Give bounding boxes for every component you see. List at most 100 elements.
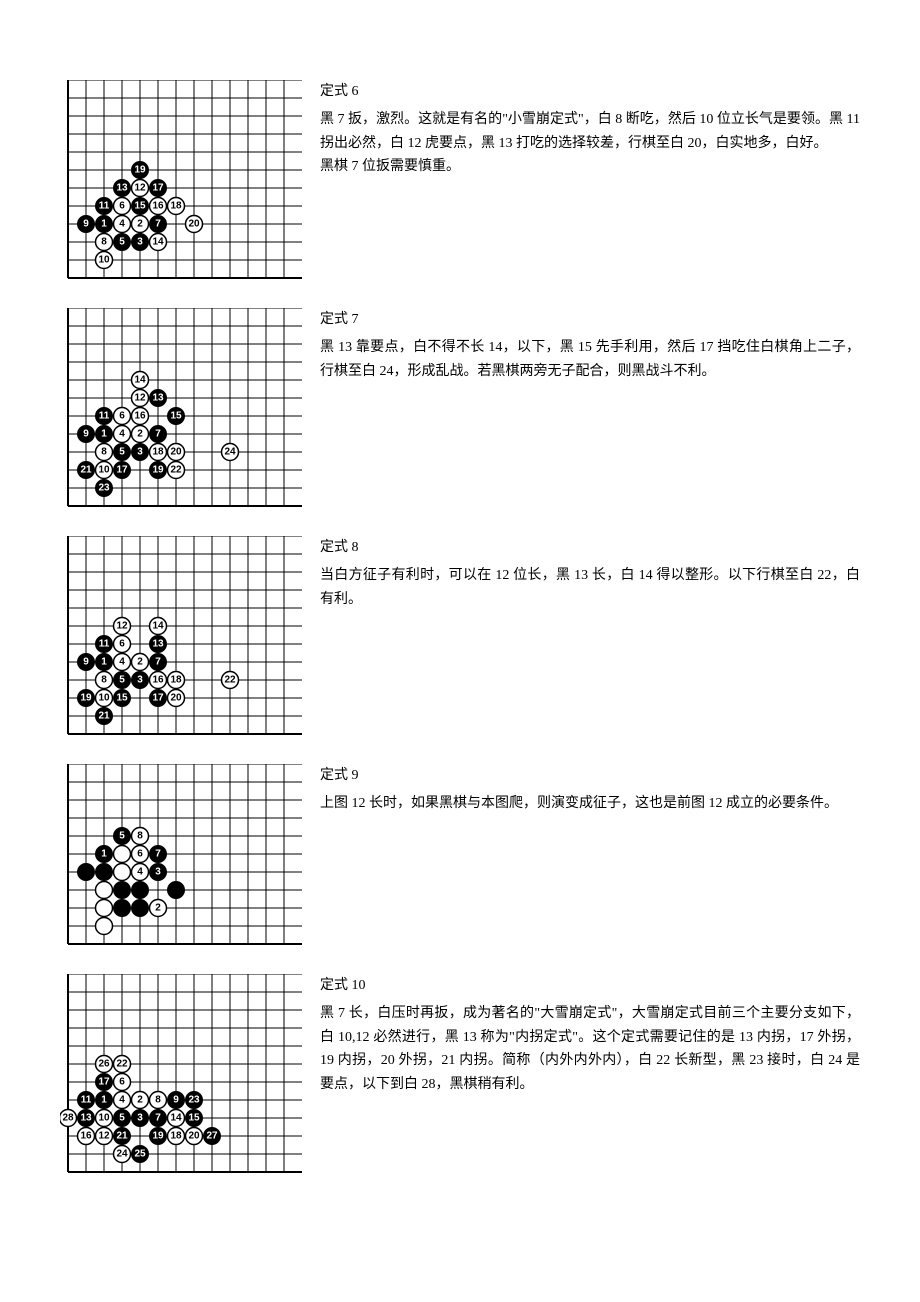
stone-number: 3: [137, 447, 143, 458]
go-stone: [78, 864, 95, 881]
text-column: 定式 9上图 12 长时，如果黑棋与本图爬，则演变成征子，这也是前图 12 成立…: [320, 764, 860, 816]
joseki-title: 定式 7: [320, 308, 860, 332]
stone-number: 20: [170, 693, 182, 704]
joseki-entry: 2622176111428923281310537141516122119182…: [60, 974, 860, 1198]
stone-number: 20: [188, 219, 200, 230]
stone-number: 10: [98, 255, 110, 266]
stone-number: 12: [116, 621, 128, 632]
stone-number: 13: [152, 639, 164, 650]
stone-number: 19: [134, 165, 146, 176]
joseki-body: 黑 7 长，白压时再扳，成为著名的"大雪崩定式"，大雪崩定式目前三个主要分支如下…: [320, 1002, 860, 1097]
stone-number: 6: [119, 411, 125, 422]
stone-number: 8: [101, 237, 107, 248]
stone-number: 5: [119, 831, 125, 842]
stone-number: 3: [155, 867, 161, 878]
stone-number: 11: [99, 201, 110, 212]
stone-number: 1: [101, 657, 107, 668]
text-column: 定式 6黑 7 扳，激烈。这就是有名的"小雪崩定式"，白 8 断吃，然后 10 …: [320, 80, 860, 179]
stone-number: 6: [119, 639, 125, 650]
stone-number: 7: [155, 849, 161, 860]
board-column: 141213116161591427853182024211017192223: [60, 308, 300, 532]
stone-number: 2: [137, 219, 143, 230]
stone-number: 5: [119, 237, 125, 248]
stone-number: 4: [119, 657, 125, 668]
go-stone: [96, 882, 113, 899]
go-stone: [114, 882, 131, 899]
joseki-body: 上图 12 长时，如果黑棋与本图爬，则演变成征子，这也是前图 12 成立的必要条…: [320, 792, 860, 816]
stone-number: 18: [152, 447, 164, 458]
stone-number: 11: [99, 411, 110, 422]
stone-number: 8: [101, 675, 107, 686]
stone-number: 22: [224, 675, 236, 686]
text-column: 定式 7 黑 13 靠要点，白不得不长 14，以下，黑 15 先手利用，然后 17…: [320, 308, 860, 383]
joseki-title: 定式 10: [320, 974, 860, 998]
stone-number: 15: [116, 693, 128, 704]
stone-number: 24: [224, 447, 236, 458]
stone-number: 5: [119, 675, 125, 686]
board-column: 58167432: [60, 764, 300, 970]
stone-number: 8: [101, 447, 107, 458]
stone-number: 10: [98, 465, 110, 476]
stone-number: 4: [119, 219, 125, 230]
stone-number: 14: [152, 237, 164, 248]
go-board: 2622176111428923281310537141516122119182…: [60, 974, 302, 1198]
go-stone: [168, 882, 185, 899]
stone-number: 23: [188, 1095, 200, 1106]
stone-number: 16: [152, 675, 164, 686]
stone-number: 13: [152, 393, 164, 404]
go-stone: [132, 882, 149, 899]
stone-number: 6: [119, 201, 125, 212]
stone-number: 14: [170, 1113, 182, 1124]
stone-number: 11: [81, 1095, 92, 1106]
go-stone: [114, 864, 131, 881]
joseki-body: 黑 13 靠要点，白不得不长 14，以下，黑 15 先手利用，然后 17 挡吃住…: [320, 336, 860, 384]
joseki-title: 定式 8: [320, 536, 860, 560]
stone-number: 18: [170, 1131, 182, 1142]
stone-number: 4: [119, 1095, 125, 1106]
stone-number: 10: [98, 693, 110, 704]
stone-number: 3: [137, 675, 143, 686]
stone-number: 16: [80, 1131, 92, 1142]
stone-number: 1: [101, 219, 107, 230]
stone-number: 19: [80, 693, 92, 704]
stone-number: 4: [119, 429, 125, 440]
stone-number: 19: [152, 1131, 164, 1142]
stone-number: 15: [170, 411, 182, 422]
text-column: 定式 8 当白方征子有利时，可以在 12 位长，黑 13 长，白 14 得以整形。…: [320, 536, 860, 611]
stone-number: 23: [98, 483, 110, 494]
go-board: 12141161391427853161822191015172021: [60, 536, 302, 760]
stone-number: 1: [101, 429, 107, 440]
stone-number: 5: [119, 447, 125, 458]
stone-number: 9: [83, 219, 89, 230]
joseki-entry: 12141161391427853161822191015172021定式 8当…: [60, 536, 860, 760]
stone-number: 16: [134, 411, 146, 422]
stone-number: 12: [98, 1131, 110, 1142]
stone-number: 26: [98, 1059, 110, 1070]
stone-number: 28: [62, 1113, 74, 1124]
stone-number: 27: [206, 1131, 218, 1142]
stone-number: 13: [80, 1113, 92, 1124]
stone-number: 11: [99, 639, 110, 650]
go-stone: [96, 900, 113, 917]
stone-number: 1: [101, 849, 107, 860]
stone-number: 1: [101, 1095, 107, 1106]
stone-number: 21: [116, 1131, 128, 1142]
joseki-body: 黑 7 扳，激烈。这就是有名的"小雪崩定式"，白 8 断吃，然后 10 位立长气…: [320, 108, 860, 179]
stone-number: 15: [134, 201, 146, 212]
stone-number: 17: [152, 183, 164, 194]
stone-number: 2: [155, 903, 161, 914]
joseki-body: 当白方征子有利时，可以在 12 位长，黑 13 长，白 14 得以整形。以下行棋…: [320, 564, 860, 612]
stone-number: 3: [137, 1113, 143, 1124]
stone-number: 7: [155, 657, 161, 668]
joseki-entry: 1913121711615161891427208531410定式 6黑 7 扳…: [60, 80, 860, 304]
stone-number: 17: [98, 1077, 110, 1088]
text-column: 定式 10 黑 7 长，白压时再扳，成为著名的"大雪崩定式"，大雪崩定式目前三个主…: [320, 974, 860, 1097]
go-board: 1913121711615161891427208531410: [60, 80, 302, 304]
stone-number: 16: [152, 201, 164, 212]
go-board: 141213116161591427853182024211017192223: [60, 308, 302, 532]
joseki-entry: 58167432定式 9上图 12 长时，如果黑棋与本图爬，则演变成征子，这也是…: [60, 764, 860, 970]
board-column: 12141161391427853161822191015172021: [60, 536, 300, 760]
stone-number: 4: [137, 867, 143, 878]
stone-number: 15: [188, 1113, 200, 1124]
go-stone: [132, 900, 149, 917]
